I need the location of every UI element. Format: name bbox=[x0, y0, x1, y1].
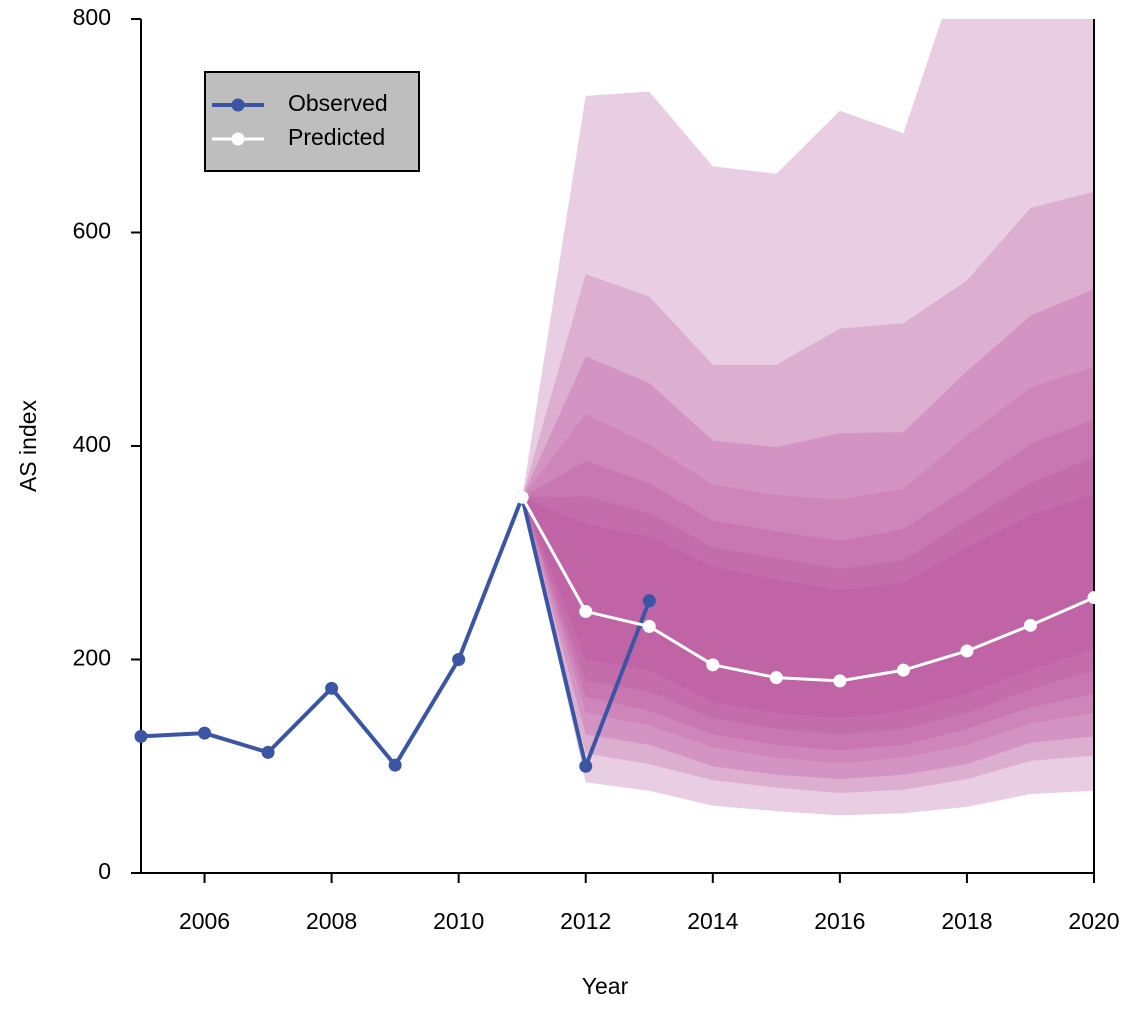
data-point bbox=[769, 671, 783, 685]
y-tick-label: 0 bbox=[98, 858, 111, 884]
data-point bbox=[388, 758, 402, 772]
x-tick-label: 2014 bbox=[687, 908, 738, 934]
x-tick-label: 2012 bbox=[560, 908, 611, 934]
x-tick-label: 2018 bbox=[941, 908, 992, 934]
y-tick-label: 400 bbox=[73, 431, 111, 457]
data-point bbox=[134, 729, 148, 743]
data-point bbox=[261, 745, 275, 759]
x-axis-label: Year bbox=[582, 973, 629, 999]
data-point bbox=[452, 653, 466, 666]
y-tick-label: 200 bbox=[73, 645, 111, 671]
data-point bbox=[642, 619, 656, 633]
legend-marker bbox=[231, 132, 245, 146]
data-point bbox=[579, 604, 593, 618]
data-point bbox=[198, 726, 212, 740]
y-tick-label: 800 bbox=[73, 4, 111, 30]
data-point bbox=[325, 681, 339, 695]
data-point bbox=[1023, 618, 1037, 632]
data-point bbox=[1087, 591, 1101, 605]
series-line bbox=[520, 496, 1095, 683]
data-point bbox=[642, 594, 656, 608]
legend-label: Observed bbox=[288, 90, 388, 116]
x-tick-label: 2020 bbox=[1068, 908, 1119, 934]
y-axis-label: AS index bbox=[15, 399, 41, 492]
x-tick-label: 2008 bbox=[306, 908, 357, 934]
data-point bbox=[579, 759, 593, 773]
data-point bbox=[833, 674, 847, 688]
fan-area bbox=[522, 19, 1094, 816]
data-point bbox=[896, 663, 910, 677]
data-point bbox=[706, 658, 720, 672]
data-point bbox=[515, 490, 529, 504]
y-tick-label: 600 bbox=[73, 218, 111, 244]
x-tick-label: 2006 bbox=[179, 908, 230, 934]
fan-band bbox=[522, 494, 1094, 719]
legend-marker bbox=[231, 98, 245, 112]
legend: Observed Predicted bbox=[204, 71, 420, 172]
x-tick-label: 2010 bbox=[433, 908, 484, 934]
data-point bbox=[960, 644, 974, 658]
x-tick-label: 2016 bbox=[814, 908, 865, 934]
legend-box bbox=[204, 71, 420, 172]
legend-label: Predicted bbox=[288, 124, 385, 150]
